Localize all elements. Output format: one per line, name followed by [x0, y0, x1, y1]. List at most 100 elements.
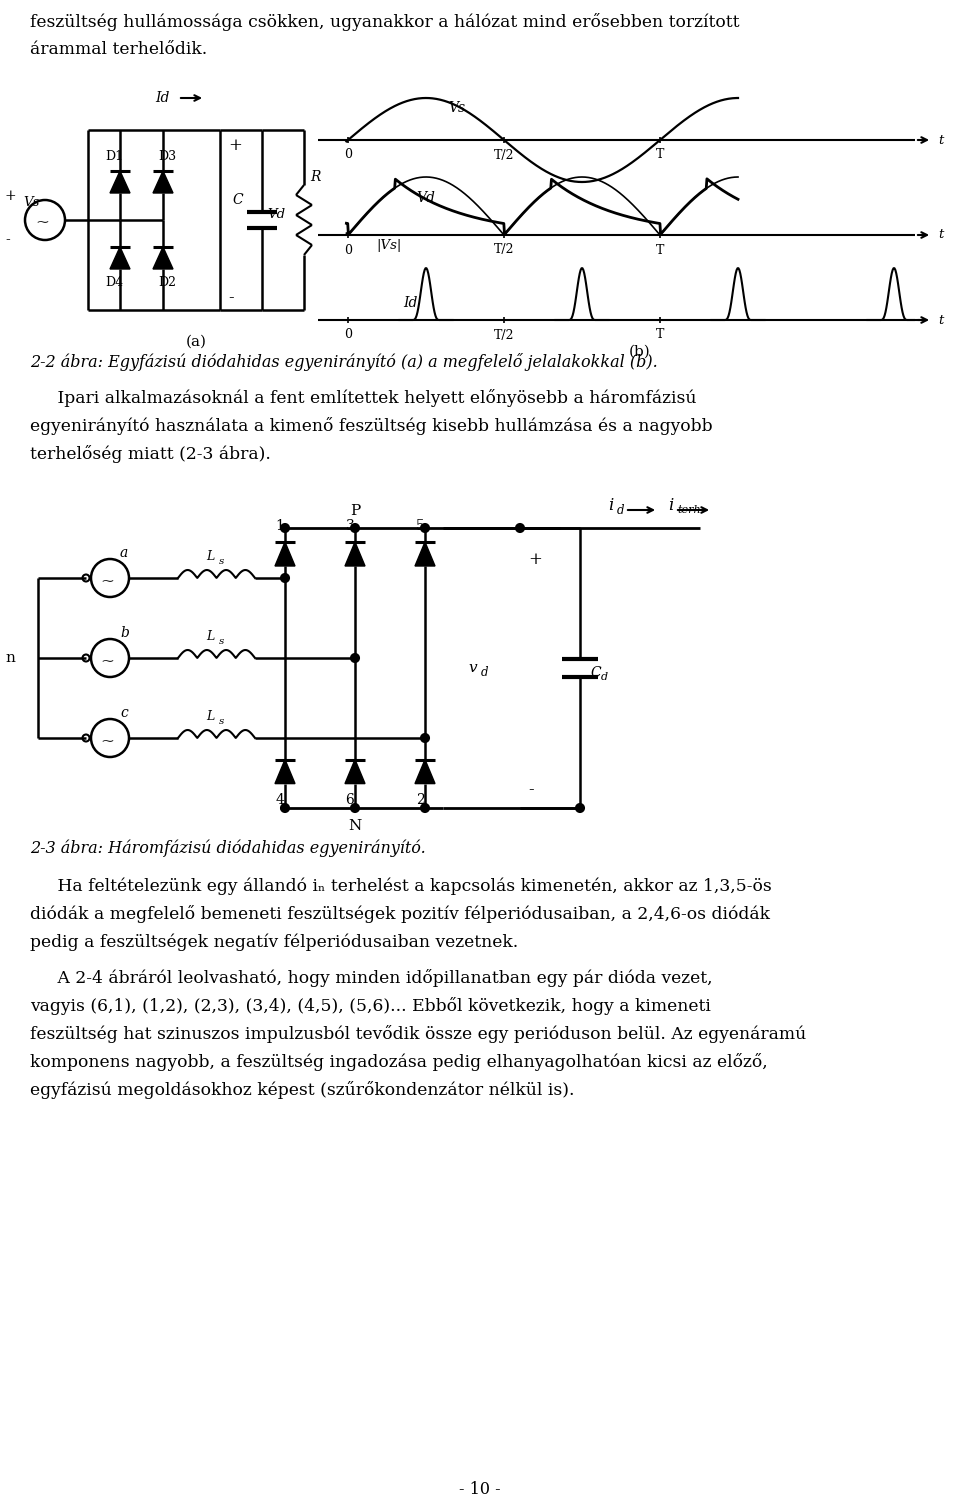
Text: ~: ~: [100, 733, 114, 749]
Polygon shape: [275, 541, 295, 566]
Text: 0: 0: [344, 329, 352, 341]
Text: s: s: [219, 716, 224, 725]
Circle shape: [421, 804, 429, 811]
Text: Vd: Vd: [267, 208, 285, 222]
Circle shape: [281, 804, 289, 811]
Text: C: C: [590, 667, 601, 680]
Text: t: t: [938, 229, 944, 241]
Text: c: c: [120, 706, 128, 719]
Text: D1: D1: [105, 151, 123, 163]
Text: A 2-4 ábráról leolvasható, hogy minden időpillanatban egy pár dióda vezet,: A 2-4 ábráról leolvasható, hogy minden i…: [30, 970, 712, 988]
Circle shape: [421, 523, 429, 532]
Text: árammal terhelődik.: árammal terhelődik.: [30, 42, 207, 59]
Text: L: L: [206, 629, 215, 642]
Text: R: R: [310, 170, 321, 184]
Text: Ha feltételezünk egy állandó iₙ terhelést a kapcsolás kimenetén, akkor az 1,3,5-: Ha feltételezünk egy állandó iₙ terhelés…: [30, 878, 772, 894]
Text: komponens nagyobb, a feszültség ingadozása pedig elhanyagolhatóan kicsi az előző: komponens nagyobb, a feszültség ingadozá…: [30, 1053, 768, 1071]
Circle shape: [516, 523, 524, 532]
Text: Vs: Vs: [23, 196, 39, 208]
Text: feszültség hullámossága csökken, ugyanakkor a hálózat mind erősebben torzított: feszültség hullámossága csökken, ugyanak…: [30, 14, 739, 32]
Text: 6: 6: [346, 793, 354, 807]
Text: 5: 5: [416, 519, 424, 532]
Text: T/2: T/2: [493, 243, 515, 256]
Text: 0: 0: [344, 243, 352, 256]
Circle shape: [576, 804, 584, 811]
Text: +: +: [228, 137, 242, 154]
Text: s: s: [219, 636, 224, 645]
Text: D4: D4: [105, 276, 123, 290]
Text: D3: D3: [158, 151, 176, 163]
Text: d: d: [617, 504, 625, 517]
Text: 3: 3: [346, 519, 354, 532]
Text: P: P: [349, 504, 360, 519]
Polygon shape: [345, 541, 365, 566]
Polygon shape: [275, 760, 295, 784]
Text: 2: 2: [416, 793, 424, 807]
Text: d: d: [601, 673, 608, 682]
Text: pedig a feszültségek negatív félperiódusaiban vezetnek.: pedig a feszültségek negatív félperiódus…: [30, 933, 518, 950]
Text: (a): (a): [185, 335, 206, 348]
Text: -: -: [5, 234, 10, 247]
Text: Ipari alkalmazásoknál a fent említettek helyett előnyösebb a háromfázisú: Ipari alkalmazásoknál a fent említettek …: [30, 389, 697, 407]
Text: 2-3 ábra: Háromfázisú diódahidas egyenirányító.: 2-3 ábra: Háromfázisú diódahidas egyenir…: [30, 840, 425, 857]
Polygon shape: [415, 541, 435, 566]
Text: ~: ~: [100, 573, 114, 590]
Circle shape: [421, 734, 429, 742]
Text: L: L: [206, 709, 215, 722]
Text: T/2: T/2: [493, 329, 515, 341]
Text: terhelőség miatt (2-3 ábra).: terhelőség miatt (2-3 ábra).: [30, 445, 271, 463]
Text: |Vs|: |Vs|: [376, 238, 401, 252]
Text: b: b: [120, 626, 129, 639]
Polygon shape: [110, 170, 130, 193]
Text: +: +: [528, 552, 541, 569]
Text: Vs: Vs: [448, 101, 466, 115]
Text: egyenirányító használata a kimenő feszültség kisebb hullámzása és a nagyobb: egyenirányító használata a kimenő feszül…: [30, 418, 712, 434]
Text: T: T: [656, 329, 664, 341]
Circle shape: [351, 804, 359, 811]
Circle shape: [281, 523, 289, 532]
Text: - 10 -: - 10 -: [459, 1481, 501, 1499]
Text: T/2: T/2: [493, 148, 515, 161]
Polygon shape: [110, 247, 130, 268]
Text: 1: 1: [276, 519, 284, 532]
Circle shape: [281, 575, 289, 582]
Text: i: i: [668, 498, 673, 514]
Text: terh.: terh.: [677, 505, 704, 516]
Text: L: L: [206, 549, 215, 562]
Circle shape: [351, 523, 359, 532]
Polygon shape: [153, 247, 173, 268]
Text: ~: ~: [100, 653, 114, 670]
Text: D2: D2: [158, 276, 176, 290]
Text: i: i: [608, 498, 613, 514]
Polygon shape: [415, 760, 435, 784]
Text: N: N: [348, 819, 362, 832]
Text: +: +: [5, 188, 16, 204]
Circle shape: [351, 654, 359, 662]
Text: feszültség hat szinuszos impulzusból tevődik össze egy perióduson belül. Az egye: feszültség hat szinuszos impulzusból tev…: [30, 1025, 806, 1044]
Text: T: T: [656, 243, 664, 256]
Text: C: C: [232, 193, 243, 207]
Text: 0: 0: [344, 148, 352, 161]
Text: Id: Id: [403, 296, 418, 311]
Text: -: -: [528, 781, 534, 799]
Text: 2-2 ábra: Egyfázisú diódahidas egyenirányító (a) a megfelelő jelalakokkal (b).: 2-2 ábra: Egyfázisú diódahidas egyenirán…: [30, 353, 658, 371]
Text: t: t: [938, 314, 944, 327]
Text: Vd: Vd: [416, 192, 435, 205]
Text: T: T: [656, 148, 664, 161]
Text: a: a: [120, 546, 129, 559]
Text: ~: ~: [35, 214, 49, 231]
Text: v: v: [468, 661, 476, 676]
Text: vagyis (6,1), (1,2), (2,3), (3,4), (4,5), (5,6)... Ebből következik, hogy a kime: vagyis (6,1), (1,2), (2,3), (3,4), (4,5)…: [30, 997, 710, 1015]
Text: Id: Id: [155, 90, 169, 106]
Text: 4: 4: [276, 793, 284, 807]
Text: n: n: [5, 651, 15, 665]
Polygon shape: [153, 170, 173, 193]
Text: (b): (b): [629, 345, 651, 359]
Text: t: t: [938, 134, 944, 146]
Text: s: s: [219, 556, 224, 566]
Text: -: -: [228, 290, 233, 306]
Text: diódák a megfelelő bemeneti feszültségek pozitív félperiódusaiban, a 2,4,6-os di: diódák a megfelelő bemeneti feszültségek…: [30, 905, 770, 923]
Text: d: d: [481, 667, 489, 680]
Text: egyfázisú megoldásokhoz képest (szűrőkondenzátor nélkül is).: egyfázisú megoldásokhoz képest (szűrőkon…: [30, 1081, 574, 1099]
Polygon shape: [345, 760, 365, 784]
